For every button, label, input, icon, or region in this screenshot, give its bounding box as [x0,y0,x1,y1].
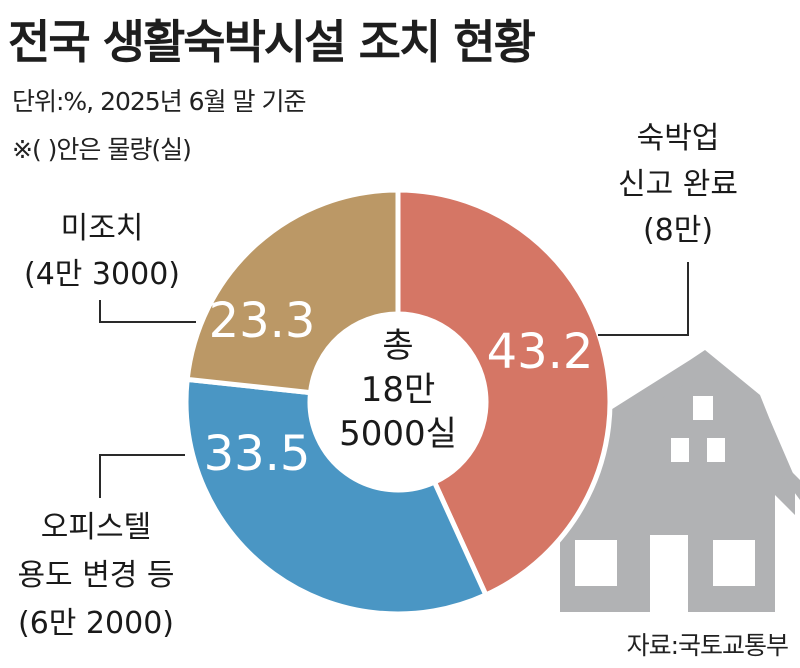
value-label-reported: 43.2 [487,324,594,380]
donut-slice-unresolved [184,187,401,396]
donut-slice-reported [395,187,613,599]
source-note: 자료:국토교통부 [626,631,789,660]
window-lower-right [713,540,755,586]
leader-reported [598,262,689,336]
center-line1: 총 [382,326,413,366]
window-attic [693,396,713,420]
donut-slice-office [183,376,490,617]
category-unresolved-line1: 미조치 [61,211,144,246]
value-labels: 43.2 33.5 23.3 [204,293,594,482]
unit-note: 단위:%, 2025년 6월 말 기준 [12,87,306,116]
center-total: 총 18만 5000실 [339,326,457,454]
door [650,535,688,612]
center-line3: 5000실 [339,414,457,454]
label-leaders [99,262,689,498]
window-lower-left [575,540,617,586]
window-upper-right [707,438,725,462]
category-unresolved-line2: (4만 3000) [24,257,180,292]
center-line2: 18만 [361,370,436,410]
window-upper-left [671,438,689,462]
value-label-office: 33.5 [204,426,311,482]
category-office-line3: (6만 2000) [18,606,174,641]
chart-title: 전국 생활숙박시설 조치 현황 [8,15,536,69]
value-label-unresolved: 23.3 [209,293,316,349]
leader-office [99,454,185,498]
category-reported-line3: (8만) [643,213,713,248]
category-reported-line1: 숙박업 [637,121,720,156]
leader-unresolved [99,300,196,323]
donut-slices [183,187,613,617]
category-label-unresolved: 미조치 (4만 3000) [24,211,180,292]
category-office-line2: 용도 변경 등 [17,558,174,593]
paren-note: ※( )안은 물량(실) [12,135,192,164]
category-office-line1: 오피스텔 [41,510,151,545]
category-label-office: 오피스텔 용도 변경 등 (6만 2000) [17,510,174,641]
category-reported-line2: 신고 완료 [618,167,738,202]
category-label-reported: 숙박업 신고 완료 (8만) [618,121,738,248]
